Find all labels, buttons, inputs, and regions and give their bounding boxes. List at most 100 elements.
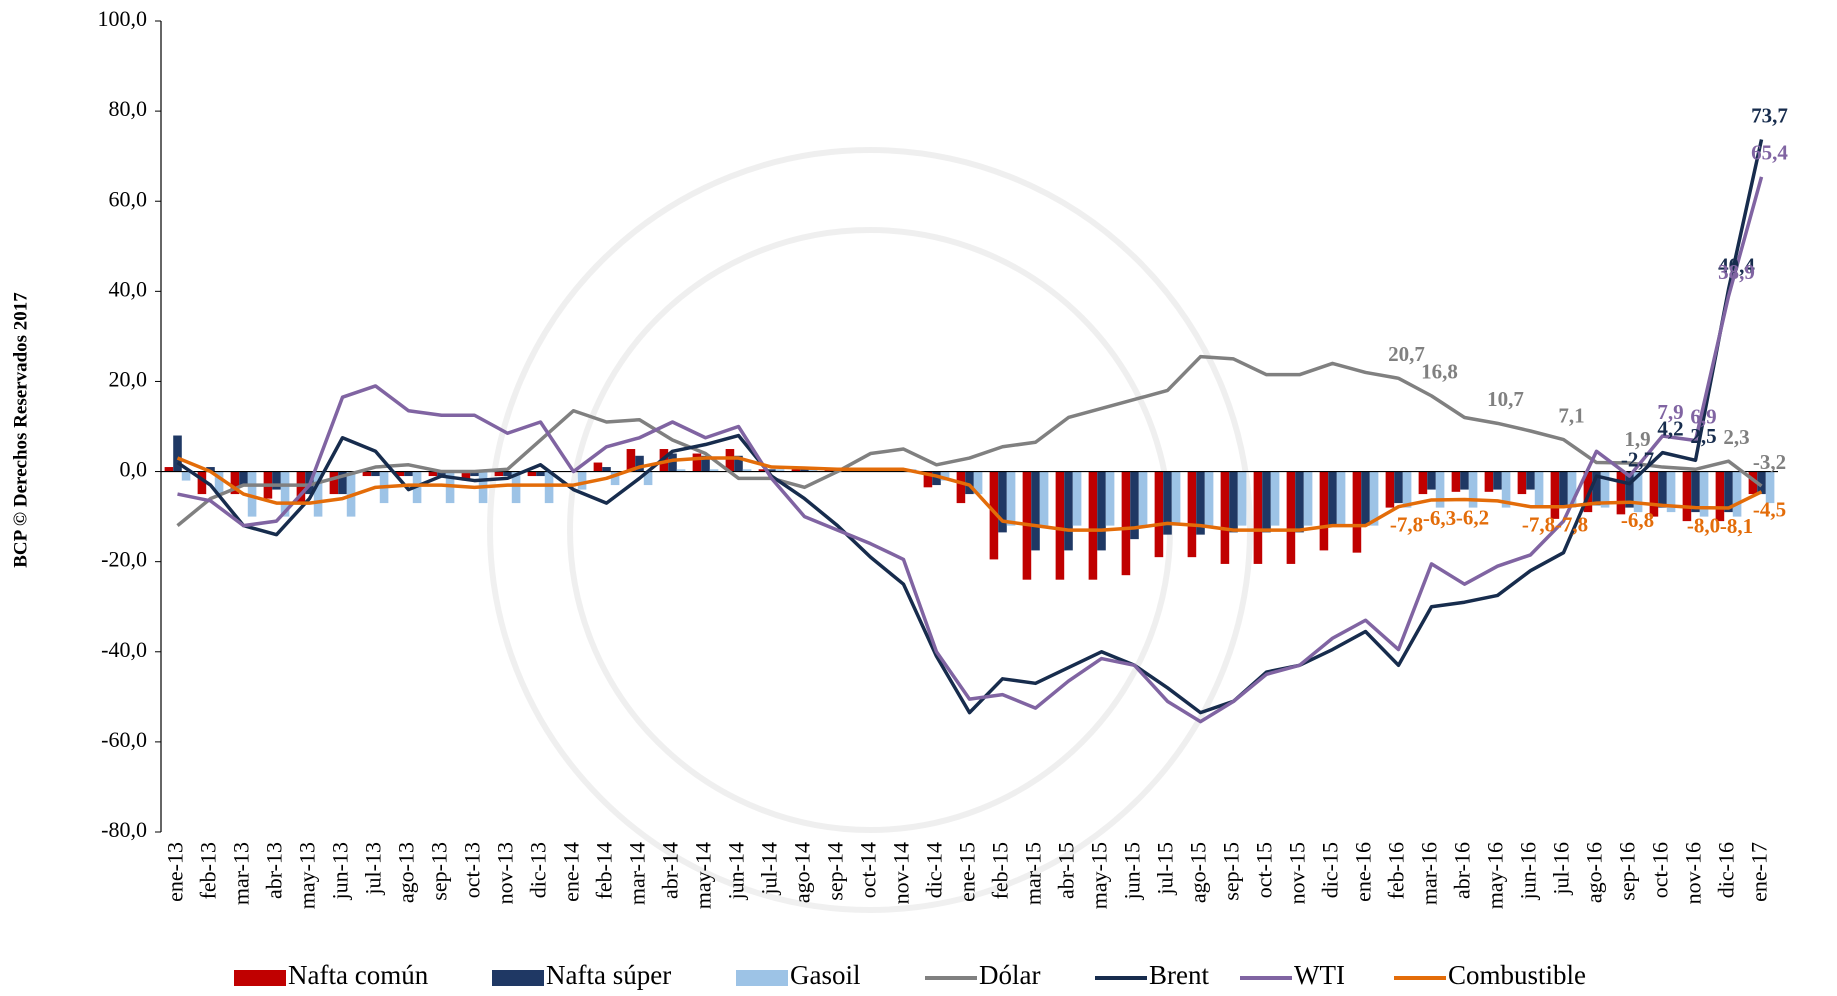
legend-label: Gasoil <box>790 960 861 990</box>
bar <box>1517 471 1527 495</box>
bar <box>1501 471 1511 508</box>
bar <box>362 471 372 477</box>
bar <box>1526 471 1535 490</box>
bar <box>973 471 983 495</box>
bar <box>1088 471 1098 580</box>
legend-swatch <box>492 970 544 986</box>
value-label: 2,5 <box>1690 424 1716 448</box>
bar <box>272 471 281 490</box>
bar <box>329 471 339 495</box>
x-tick-label: ene-17 <box>1747 842 1772 902</box>
bar <box>1105 471 1115 526</box>
x-tick-label: jul-15 <box>1153 842 1178 896</box>
bar <box>1262 471 1271 533</box>
bar <box>1385 471 1395 508</box>
bar <box>280 471 290 517</box>
x-tick-label: oct-13 <box>460 842 485 898</box>
bar <box>1361 471 1370 526</box>
x-tick-label: feb-16 <box>1384 842 1409 899</box>
y-tick-label: 0,0 <box>120 457 148 482</box>
bar <box>1138 471 1148 526</box>
bar <box>940 471 950 481</box>
value-label: 38,9 <box>1718 260 1755 284</box>
bar <box>1460 471 1469 490</box>
bar <box>1229 471 1238 533</box>
bar <box>1592 471 1601 506</box>
bar <box>428 471 438 477</box>
x-tick-label: jun-16 <box>1516 842 1541 900</box>
bar <box>544 471 554 504</box>
value-label: -4,5 <box>1753 498 1786 522</box>
bar <box>1715 471 1725 522</box>
value-label: 65,4 <box>1751 141 1788 165</box>
bar <box>371 471 380 477</box>
bar <box>437 471 446 477</box>
x-tick-label: may-15 <box>1087 842 1112 909</box>
legend-label: Nafta común <box>288 960 429 990</box>
y-tick-label: 80,0 <box>109 96 148 121</box>
bar <box>1493 471 1502 490</box>
x-tick-label: feb-15 <box>988 842 1013 899</box>
bar <box>1625 471 1634 508</box>
x-tick-label: mar-16 <box>1417 842 1442 905</box>
bar <box>1064 471 1073 551</box>
bar <box>1187 471 1197 558</box>
bar <box>247 471 257 517</box>
bar <box>1072 471 1082 526</box>
y-tick-label: 60,0 <box>109 186 148 211</box>
bar <box>577 471 587 490</box>
x-tick-label: ago-14 <box>790 842 815 903</box>
bar <box>1253 471 1263 564</box>
bar <box>1451 471 1461 492</box>
bar <box>1171 471 1181 526</box>
bar <box>1658 471 1667 508</box>
bar <box>1031 471 1040 551</box>
x-tick-label: sep-14 <box>823 842 848 901</box>
value-label: -6,8 <box>1621 508 1654 532</box>
bar <box>1196 471 1205 535</box>
bar <box>1534 471 1544 508</box>
bar <box>725 449 735 472</box>
y-tick-label: -80,0 <box>101 817 147 842</box>
y-tick-label: -40,0 <box>101 637 147 662</box>
value-label: 7,1 <box>1558 403 1584 427</box>
bar <box>1600 471 1610 508</box>
bar <box>404 471 413 477</box>
bar <box>1270 471 1280 526</box>
x-tick-label: dic-14 <box>922 842 947 898</box>
value-label: 16,8 <box>1421 360 1458 384</box>
y-tick-label: 100,0 <box>98 6 148 31</box>
bar <box>461 471 471 481</box>
x-tick-label: may-14 <box>691 842 716 909</box>
bar <box>965 471 974 495</box>
bar <box>602 467 611 472</box>
x-tick-label: feb-13 <box>196 842 221 899</box>
x-tick-label: dic-15 <box>1318 842 1343 898</box>
value-label: -7,8 <box>1555 513 1588 537</box>
bar <box>1427 471 1436 490</box>
bar <box>734 455 743 472</box>
y-tick-label: -60,0 <box>101 727 147 752</box>
bar <box>1319 471 1329 551</box>
bar <box>239 471 248 486</box>
bar <box>1633 471 1643 513</box>
y-tick-label: -20,0 <box>101 547 147 572</box>
bar <box>1757 471 1766 495</box>
bar <box>470 471 479 477</box>
bar <box>610 471 620 486</box>
bar <box>1484 471 1494 492</box>
bar <box>206 467 215 472</box>
bar <box>536 471 545 477</box>
x-tick-label: ene-14 <box>559 842 584 902</box>
bar <box>692 453 702 472</box>
bar <box>742 469 752 472</box>
bar <box>775 469 785 472</box>
bar <box>503 471 512 477</box>
x-tick-label: mar-14 <box>625 842 650 905</box>
x-tick-label: abr-16 <box>1450 842 1475 899</box>
bar <box>511 471 521 504</box>
value-label: 2,3 <box>1723 425 1749 449</box>
value-label: -3,2 <box>1753 450 1786 474</box>
x-tick-label: oct-15 <box>1252 842 1277 898</box>
